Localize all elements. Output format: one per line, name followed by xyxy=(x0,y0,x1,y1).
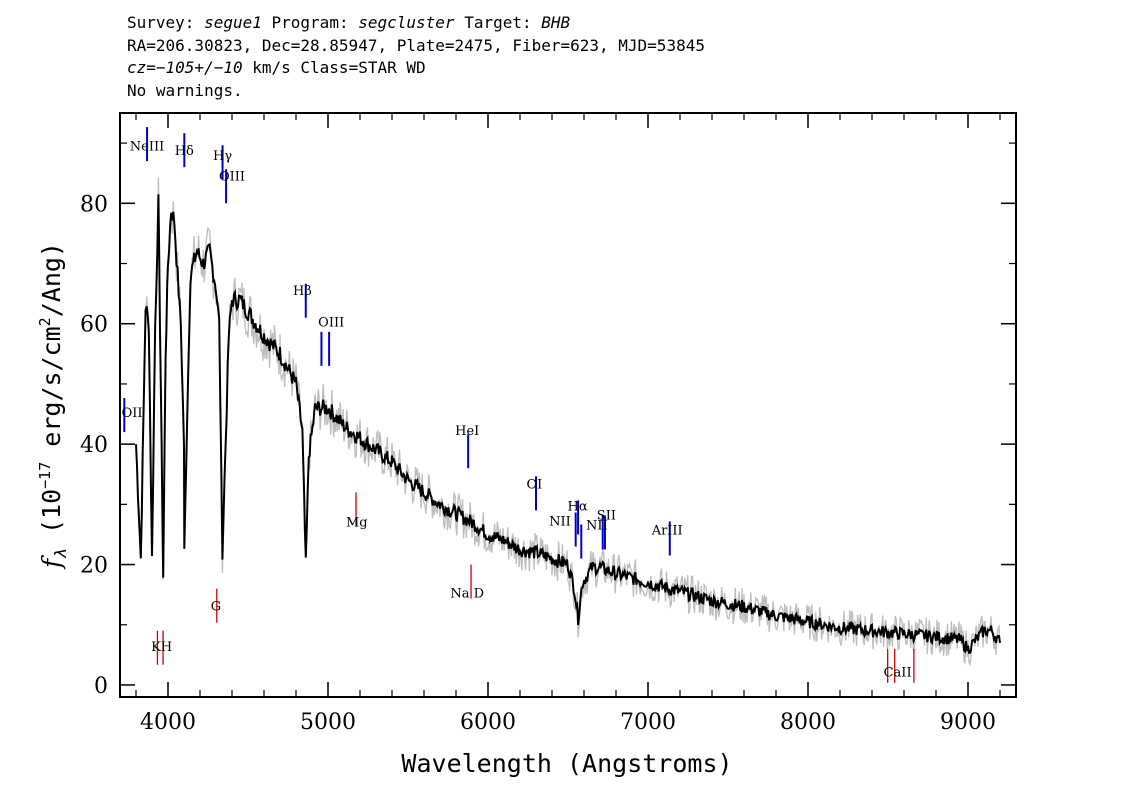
x-tick-label: 4000 xyxy=(140,710,196,735)
line-label-sii: SII xyxy=(597,508,616,523)
y-title-a: (10 xyxy=(37,489,66,549)
cz-value: =−105+/−10 xyxy=(146,58,243,77)
line-label-oiii_blue: OIII xyxy=(219,169,245,184)
y-title-c: /Ang) xyxy=(37,242,66,317)
y-tick-label: 80 xyxy=(80,192,108,217)
y-title-exp2: 2 xyxy=(36,317,54,326)
y-tick-label: 20 xyxy=(80,554,108,579)
y-tick-label: 0 xyxy=(94,674,108,699)
spectrum-series xyxy=(135,194,1001,654)
y-tick-label: 40 xyxy=(80,433,108,458)
x-axis-title: Wavelength (Angstroms) xyxy=(401,749,732,778)
spectrum-line xyxy=(135,194,1001,654)
x-tick-label: 5000 xyxy=(300,710,356,735)
line-label-kh: KH xyxy=(151,640,172,655)
line-label-hbeta: Hβ xyxy=(293,284,312,299)
header-line-1: Survey: segue1 Program: segcluster Targe… xyxy=(127,12,705,35)
line-label-hgamma: Hγ xyxy=(213,149,232,164)
line-label-nii: NII xyxy=(549,514,571,529)
header-line-4: No warnings. xyxy=(127,80,243,100)
y-tick-label: 60 xyxy=(80,313,108,338)
line-label-mg: Mg xyxy=(346,516,368,531)
x-tick-label: 9000 xyxy=(940,710,996,735)
survey-value: segue1 xyxy=(204,13,262,32)
axis-ticks: 4000 5000 6000 7000 8000 9000 0 20 40 60 80 xyxy=(80,113,1016,735)
class-text: km/s Class=STAR WD xyxy=(252,58,426,77)
survey-label: Survey: xyxy=(127,13,195,32)
header-line-3: cz=−105+/−10 km/s Class=STAR WD xyxy=(127,57,705,80)
x-tick-label: 6000 xyxy=(460,710,516,735)
line-label-hei: HeI xyxy=(455,424,479,439)
line-label-g: G xyxy=(211,599,221,614)
program-value: segcluster xyxy=(358,13,455,32)
line-label-oiii_green: OIII xyxy=(318,316,344,331)
line-label-oii: OII xyxy=(122,406,143,421)
line-label-nad: Na D xyxy=(450,587,484,602)
line-label-oi: OI xyxy=(527,478,543,493)
plot-frame xyxy=(119,112,1017,698)
cz-label: cz xyxy=(127,58,147,77)
y-axis-title: fλ (10−17 erg/s/cm2/Ang) xyxy=(36,242,70,570)
y-title-f: f xyxy=(37,555,66,570)
y-title-sub: λ xyxy=(51,549,70,559)
line-label-neiii: NeIII xyxy=(130,139,164,154)
spectrum-header: Survey: segue1 Program: segcluster Targe… xyxy=(127,12,705,102)
noise-band xyxy=(135,177,1001,667)
line-label-nii_2: NII xyxy=(586,519,608,534)
line-label-halpha: Hα xyxy=(568,499,588,514)
y-title-b: erg/s/cm xyxy=(37,326,66,461)
target-value: BHB xyxy=(541,13,571,32)
header-line-2: RA=206.30823, Dec=28.85947, Plate=2475, … xyxy=(127,35,705,55)
line-label-ariii: ArIII xyxy=(651,523,683,538)
x-tick-label: 7000 xyxy=(620,710,676,735)
program-label: Program: xyxy=(271,13,349,32)
y-title-exp: −17 xyxy=(36,462,54,489)
x-tick-label: 8000 xyxy=(780,710,836,735)
target-label: Target: xyxy=(464,13,532,32)
line-label-hdelta: Hδ xyxy=(175,144,194,159)
line-label-caii: CaII xyxy=(884,666,912,681)
noise-trace xyxy=(135,177,1001,667)
